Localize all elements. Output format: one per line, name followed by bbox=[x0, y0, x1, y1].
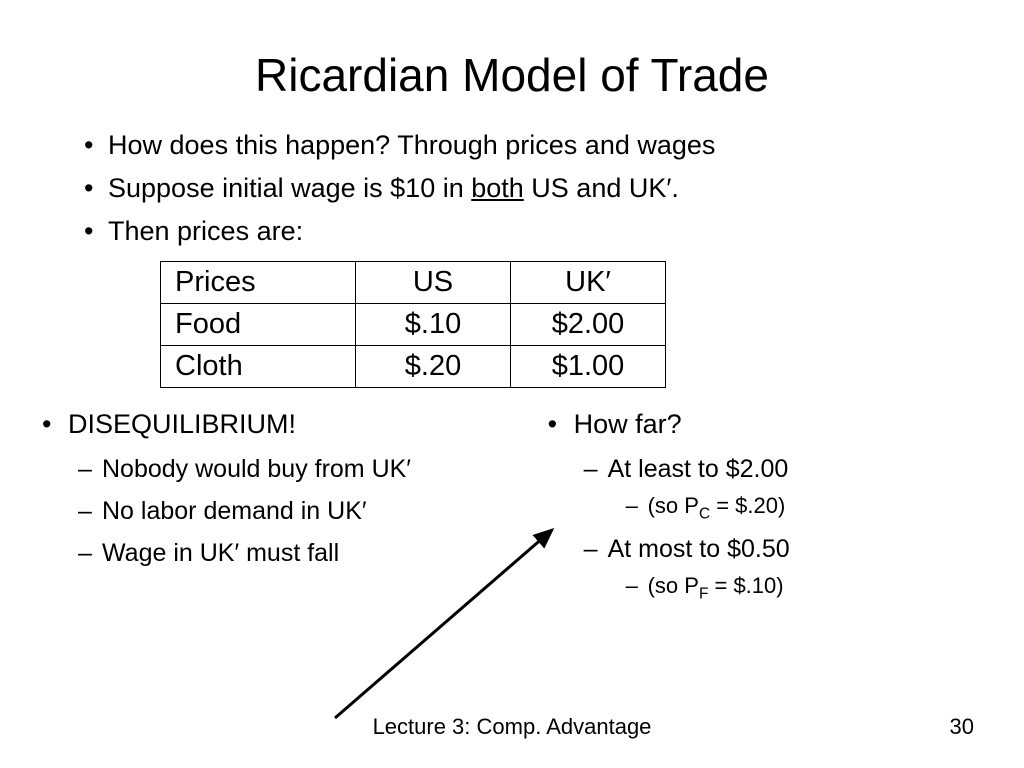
text-fragment: (so P bbox=[648, 493, 699, 518]
text-fragment: = $.10) bbox=[708, 573, 783, 598]
disequilibrium-label: DISEQUILIBRIUM! bbox=[68, 409, 296, 439]
subscript-f: F bbox=[699, 586, 708, 603]
at-least-text: At least to $2.00 bbox=[608, 455, 789, 483]
page-number: 30 bbox=[950, 714, 974, 740]
sub-no-labor: No labor demand in UK′ bbox=[68, 493, 546, 529]
note-pf: (so PF = $.10) bbox=[608, 571, 994, 605]
bullet-how-happen: How does this happen? Through prices and… bbox=[80, 126, 964, 165]
subscript-c: C bbox=[699, 506, 710, 523]
note-pc: (so PC = $.20) bbox=[608, 491, 994, 525]
bullet-initial-wage: Suppose initial wage is $10 in both US a… bbox=[80, 169, 964, 208]
at-most-text: At most to $0.50 bbox=[608, 535, 790, 563]
text-fragment: Suppose initial wage is $10 in bbox=[108, 173, 471, 203]
right-column: How far? At least to $2.00 (so PC = $.20… bbox=[546, 406, 994, 611]
underlined-both: both bbox=[471, 173, 524, 203]
bullet-then-prices: Then prices are: bbox=[80, 212, 964, 251]
sub-at-least: At least to $2.00 (so PC = $.20) bbox=[574, 451, 994, 525]
table-cell-cloth-us: $.20 bbox=[356, 346, 511, 388]
table-row: Food $.10 $2.00 bbox=[161, 304, 666, 346]
footer-lecture-label: Lecture 3: Comp. Advantage bbox=[0, 714, 1024, 740]
text-fragment: (so P bbox=[648, 573, 699, 598]
table-header-us: US bbox=[356, 262, 511, 304]
table-cell-cloth-label: Cloth bbox=[161, 346, 356, 388]
table-cell-cloth-uk: $1.00 bbox=[511, 346, 666, 388]
prices-table: Prices US UK′ Food $.10 $2.00 Cloth $.20… bbox=[160, 261, 666, 388]
left-column: DISEQUILIBRIUM! Nobody would buy from UK… bbox=[40, 406, 546, 611]
top-bullet-list: How does this happen? Through prices and… bbox=[80, 126, 964, 251]
table-cell-food-uk: $2.00 bbox=[511, 304, 666, 346]
slide-title: Ricardian Model of Trade bbox=[0, 0, 1024, 126]
bullet-disequilibrium: DISEQUILIBRIUM! Nobody would buy from UK… bbox=[40, 406, 546, 571]
how-far-label: How far? bbox=[574, 409, 682, 439]
bullet-how-far: How far? At least to $2.00 (so PC = $.20… bbox=[546, 406, 994, 605]
two-column-region: DISEQUILIBRIUM! Nobody would buy from UK… bbox=[0, 406, 1024, 611]
table-header-prices: Prices bbox=[161, 262, 356, 304]
table-row: Cloth $.20 $1.00 bbox=[161, 346, 666, 388]
sub-nobody-buy: Nobody would buy from UK′ bbox=[68, 451, 546, 487]
text-fragment: US and UK′. bbox=[524, 173, 679, 203]
table-cell-food-us: $.10 bbox=[356, 304, 511, 346]
text-fragment: = $.20) bbox=[710, 493, 785, 518]
sub-at-most: At most to $0.50 (so PF = $.10) bbox=[574, 531, 994, 605]
sub-wage-fall: Wage in UK′ must fall bbox=[68, 535, 546, 571]
table-row: Prices US UK′ bbox=[161, 262, 666, 304]
table-cell-food-label: Food bbox=[161, 304, 356, 346]
table-header-uk: UK′ bbox=[511, 262, 666, 304]
